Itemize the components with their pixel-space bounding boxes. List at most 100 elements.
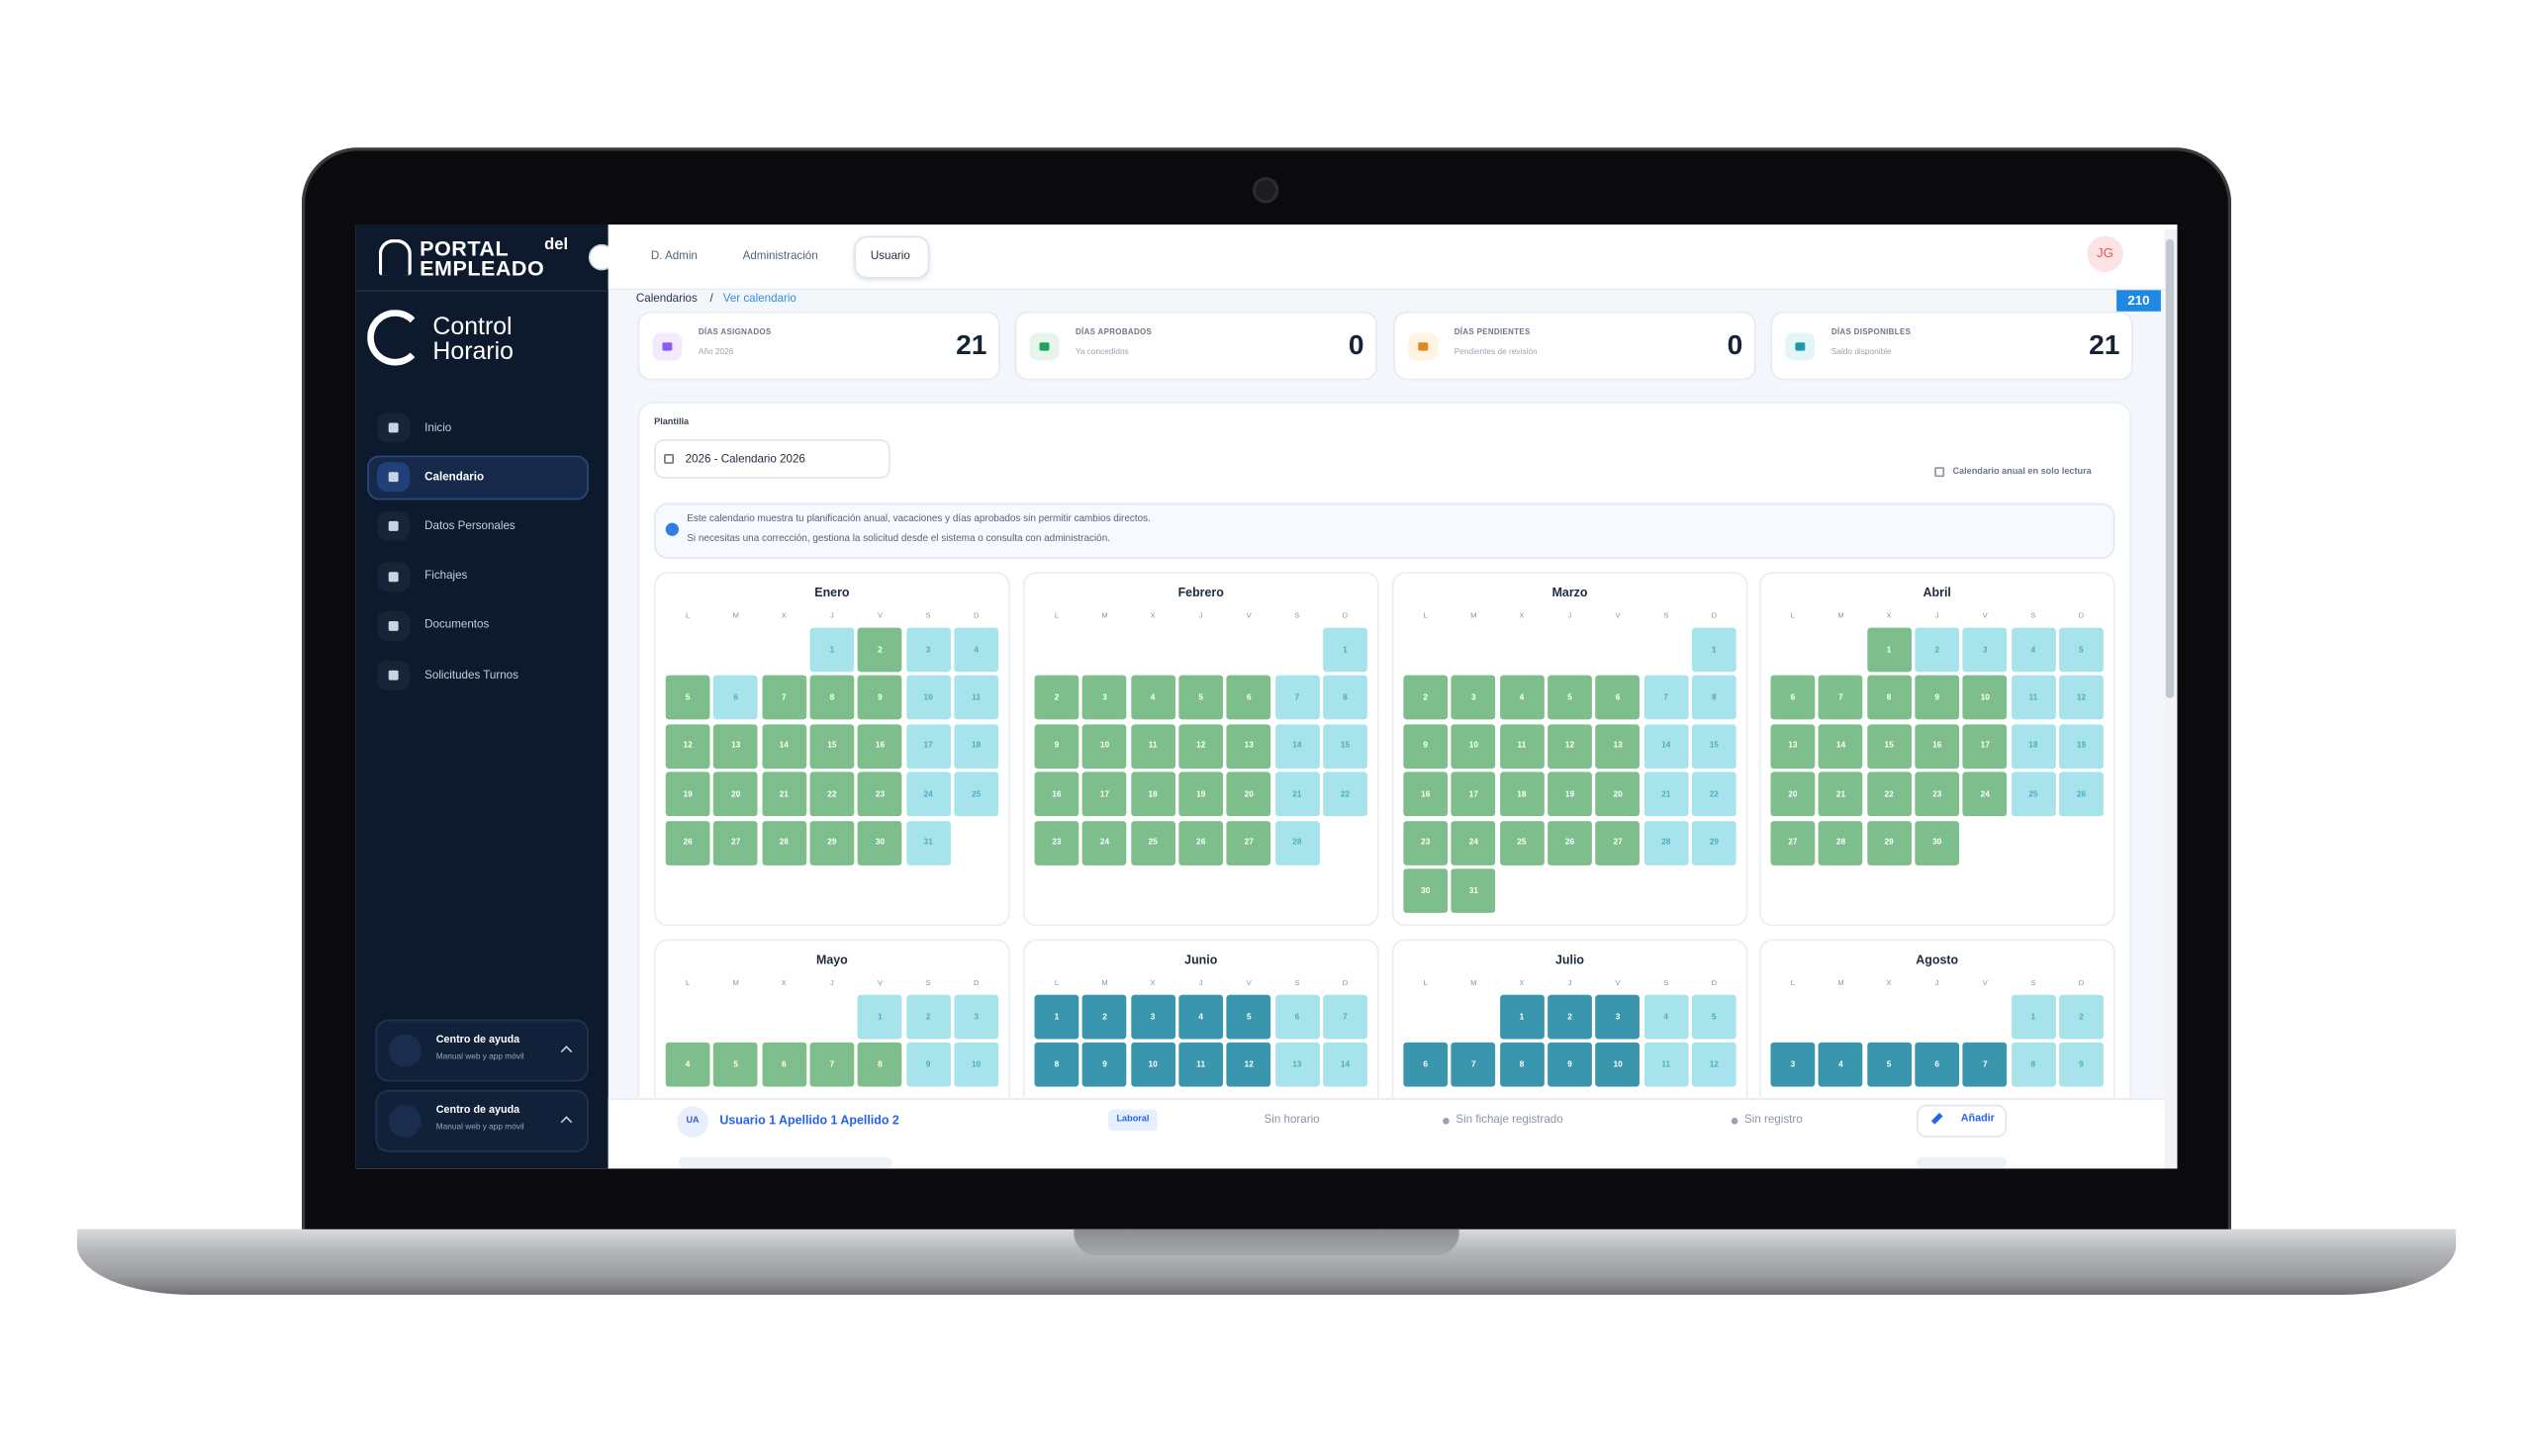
day-cell[interactable]: 22: [809, 772, 855, 817]
day-cell[interactable]: 13: [1595, 724, 1641, 769]
day-cell[interactable]: 31: [1451, 868, 1496, 913]
day-cell[interactable]: 4: [2011, 627, 2056, 673]
day-cell[interactable]: 27: [1770, 820, 1816, 865]
day-cell[interactable]: 4: [954, 627, 999, 673]
day-cell[interactable]: 5: [1866, 1043, 1912, 1088]
day-cell[interactable]: 27: [1595, 820, 1641, 865]
day-cell[interactable]: 5: [1548, 676, 1592, 721]
day-cell[interactable]: 21: [761, 772, 806, 817]
day-cell[interactable]: 22: [1691, 772, 1736, 817]
day-cell[interactable]: 8: [1323, 676, 1367, 721]
day-cell[interactable]: 10: [905, 676, 951, 721]
day-cell[interactable]: 28: [761, 820, 806, 865]
day-cell[interactable]: 6: [713, 676, 759, 721]
day-cell[interactable]: 21: [1643, 772, 1689, 817]
tab-active[interactable]: [854, 235, 930, 279]
day-cell[interactable]: 14: [1819, 724, 1863, 769]
day-cell[interactable]: 9: [1915, 676, 1960, 721]
day-cell[interactable]: 15: [809, 724, 855, 769]
day-cell[interactable]: 12: [2059, 676, 2104, 721]
day-cell[interactable]: 7: [1819, 676, 1863, 721]
day-cell[interactable]: 23: [1915, 772, 1960, 817]
day-cell[interactable]: 14: [1323, 1043, 1367, 1088]
day-cell[interactable]: 1: [858, 994, 902, 1040]
day-cell[interactable]: 3: [1451, 676, 1496, 721]
day-cell[interactable]: 13: [1770, 724, 1816, 769]
day-cell[interactable]: 23: [1403, 820, 1449, 865]
day-cell[interactable]: 25: [1130, 820, 1175, 865]
day-cell[interactable]: 9: [1082, 1043, 1127, 1088]
day-cell[interactable]: 24: [1082, 820, 1127, 865]
day-cell[interactable]: 12: [1226, 1043, 1271, 1088]
day-cell[interactable]: 8: [1034, 1043, 1079, 1088]
day-cell[interactable]: 6: [1274, 994, 1320, 1040]
day-cell[interactable]: 11: [1130, 724, 1175, 769]
day-cell[interactable]: 5: [1691, 994, 1736, 1040]
day-cell[interactable]: 3: [1770, 1043, 1816, 1088]
day-cell[interactable]: 3: [1595, 994, 1641, 1040]
day-cell[interactable]: 27: [713, 820, 759, 865]
day-cell[interactable]: 20: [1770, 772, 1816, 817]
day-cell[interactable]: 5: [713, 1043, 759, 1088]
day-cell[interactable]: 9: [2059, 1043, 2104, 1088]
nav-item[interactable]: Inicio: [424, 421, 452, 434]
day-cell[interactable]: 2: [1403, 676, 1449, 721]
day-cell[interactable]: 12: [1691, 1043, 1736, 1088]
day-cell[interactable]: 2: [1915, 627, 1960, 673]
nav-item[interactable]: Fichajes: [424, 570, 468, 583]
scrollbar-thumb[interactable]: [2165, 238, 2175, 698]
day-cell[interactable]: 18: [954, 724, 999, 769]
breadcrumb[interactable]: Ver calendario: [722, 293, 797, 306]
day-cell[interactable]: 10: [1130, 1043, 1175, 1088]
day-cell[interactable]: 30: [858, 820, 902, 865]
day-cell[interactable]: 3: [1130, 994, 1175, 1040]
day-cell[interactable]: 1: [809, 627, 855, 673]
day-cell[interactable]: 5: [665, 676, 710, 721]
day-cell[interactable]: 8: [1691, 676, 1736, 721]
day-cell[interactable]: 27: [1226, 820, 1271, 865]
day-cell[interactable]: 17: [1451, 772, 1496, 817]
day-cell[interactable]: 18: [1499, 772, 1545, 817]
day-cell[interactable]: 2: [1548, 994, 1592, 1040]
day-cell[interactable]: 3: [905, 627, 951, 673]
day-cell[interactable]: 9: [858, 676, 902, 721]
day-cell[interactable]: 7: [1643, 676, 1689, 721]
tab[interactable]: Administración: [742, 250, 818, 263]
day-cell[interactable]: 14: [1643, 724, 1689, 769]
day-cell[interactable]: 13: [713, 724, 759, 769]
day-cell[interactable]: 9: [1403, 724, 1449, 769]
day-cell[interactable]: 12: [1178, 724, 1224, 769]
day-cell[interactable]: 9: [1034, 724, 1079, 769]
day-cell[interactable]: 1: [1866, 627, 1912, 673]
day-cell[interactable]: 23: [858, 772, 902, 817]
day-cell[interactable]: 19: [2059, 724, 2104, 769]
day-cell[interactable]: 4: [1819, 1043, 1863, 1088]
day-cell[interactable]: 18: [1130, 772, 1175, 817]
day-cell[interactable]: 2: [1082, 994, 1127, 1040]
day-cell[interactable]: 14: [1274, 724, 1320, 769]
day-cell[interactable]: 24: [1451, 820, 1496, 865]
day-cell[interactable]: 3: [1962, 627, 2008, 673]
day-cell[interactable]: 11: [1499, 724, 1545, 769]
day-cell[interactable]: 6: [1595, 676, 1641, 721]
day-cell[interactable]: 22: [1866, 772, 1912, 817]
avatar[interactable]: JG: [2087, 235, 2123, 273]
day-cell[interactable]: 18: [2011, 724, 2056, 769]
day-cell[interactable]: 20: [713, 772, 759, 817]
day-cell[interactable]: 7: [761, 676, 806, 721]
day-cell[interactable]: 10: [1962, 676, 2008, 721]
day-cell[interactable]: 29: [1866, 820, 1912, 865]
day-cell[interactable]: 5: [1178, 676, 1224, 721]
nav-item[interactable]: Calendario: [424, 471, 485, 484]
day-cell[interactable]: 29: [1691, 820, 1736, 865]
day-cell[interactable]: 6: [1770, 676, 1816, 721]
day-cell[interactable]: 4: [1130, 676, 1175, 721]
day-cell[interactable]: 26: [1178, 820, 1224, 865]
day-cell[interactable]: 4: [1643, 994, 1689, 1040]
day-cell[interactable]: 15: [1691, 724, 1736, 769]
day-cell[interactable]: 28: [1819, 820, 1863, 865]
day-cell[interactable]: 6: [1915, 1043, 1960, 1088]
day-cell[interactable]: 16: [1403, 772, 1449, 817]
day-cell[interactable]: 11: [1178, 1043, 1224, 1088]
day-cell[interactable]: 1: [1323, 627, 1367, 673]
